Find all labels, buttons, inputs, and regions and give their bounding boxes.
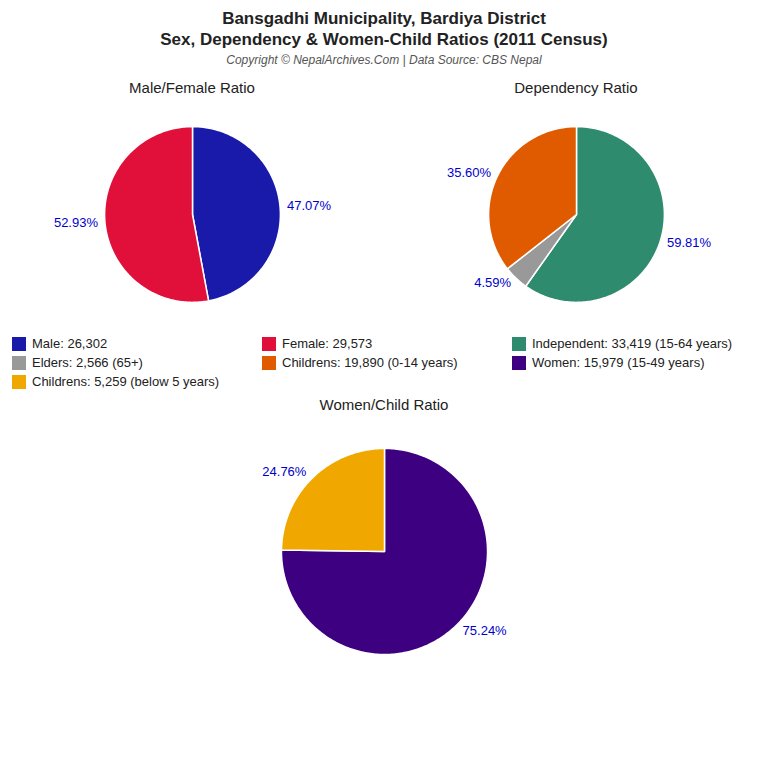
svg-text:75.24%: 75.24% [463,623,508,638]
html-text:Independent: 33,419 (15-64 yea: Independent: 33,419 (15-64 years) [532,336,733,351]
html-text:Childrens: 5,259 (below 5 year: Childrens: 5,259 (below 5 years) [32,374,220,389]
svg-text:24.76%: 24.76% [262,464,307,479]
html-text:Dependency Ratio: Dependency Ratio [514,79,638,96]
html-text:Male/Female Ratio: Male/Female Ratio [129,79,255,96]
html-text:Elders: 2,566 (65+): Elders: 2,566 (65+) [32,355,143,370]
svg-text:35.60%: 35.60% [447,165,492,180]
html-text:Childrens: 19,890 (0-14 years): Childrens: 19,890 (0-14 years) [282,355,458,370]
html-text:Women/Child Ratio: Women/Child Ratio [319,396,449,413]
html-text:Bansgadhi Municipality, Bardiy: Bansgadhi Municipality, Bardiya District [222,9,546,28]
html-text:Women: 15,979 (15-49 years): Women: 15,979 (15-49 years) [532,355,705,370]
svg-text:47.07%: 47.07% [287,198,332,213]
html-text:Male: 26,302: Male: 26,302 [32,336,108,351]
svg-text:52.93%: 52.93% [54,215,99,230]
html-text:Sex, Dependency & Women-Child: Sex, Dependency & Women-Child Ratios (20… [160,30,608,49]
svg-text:59.81%: 59.81% [667,235,712,250]
html-text:Female: 29,573: Female: 29,573 [282,336,373,351]
svg-text:4.59%: 4.59% [474,275,511,290]
html-text:Copyright © NepalArchives.Com: Copyright © NepalArchives.Com | Data Sou… [226,53,542,67]
